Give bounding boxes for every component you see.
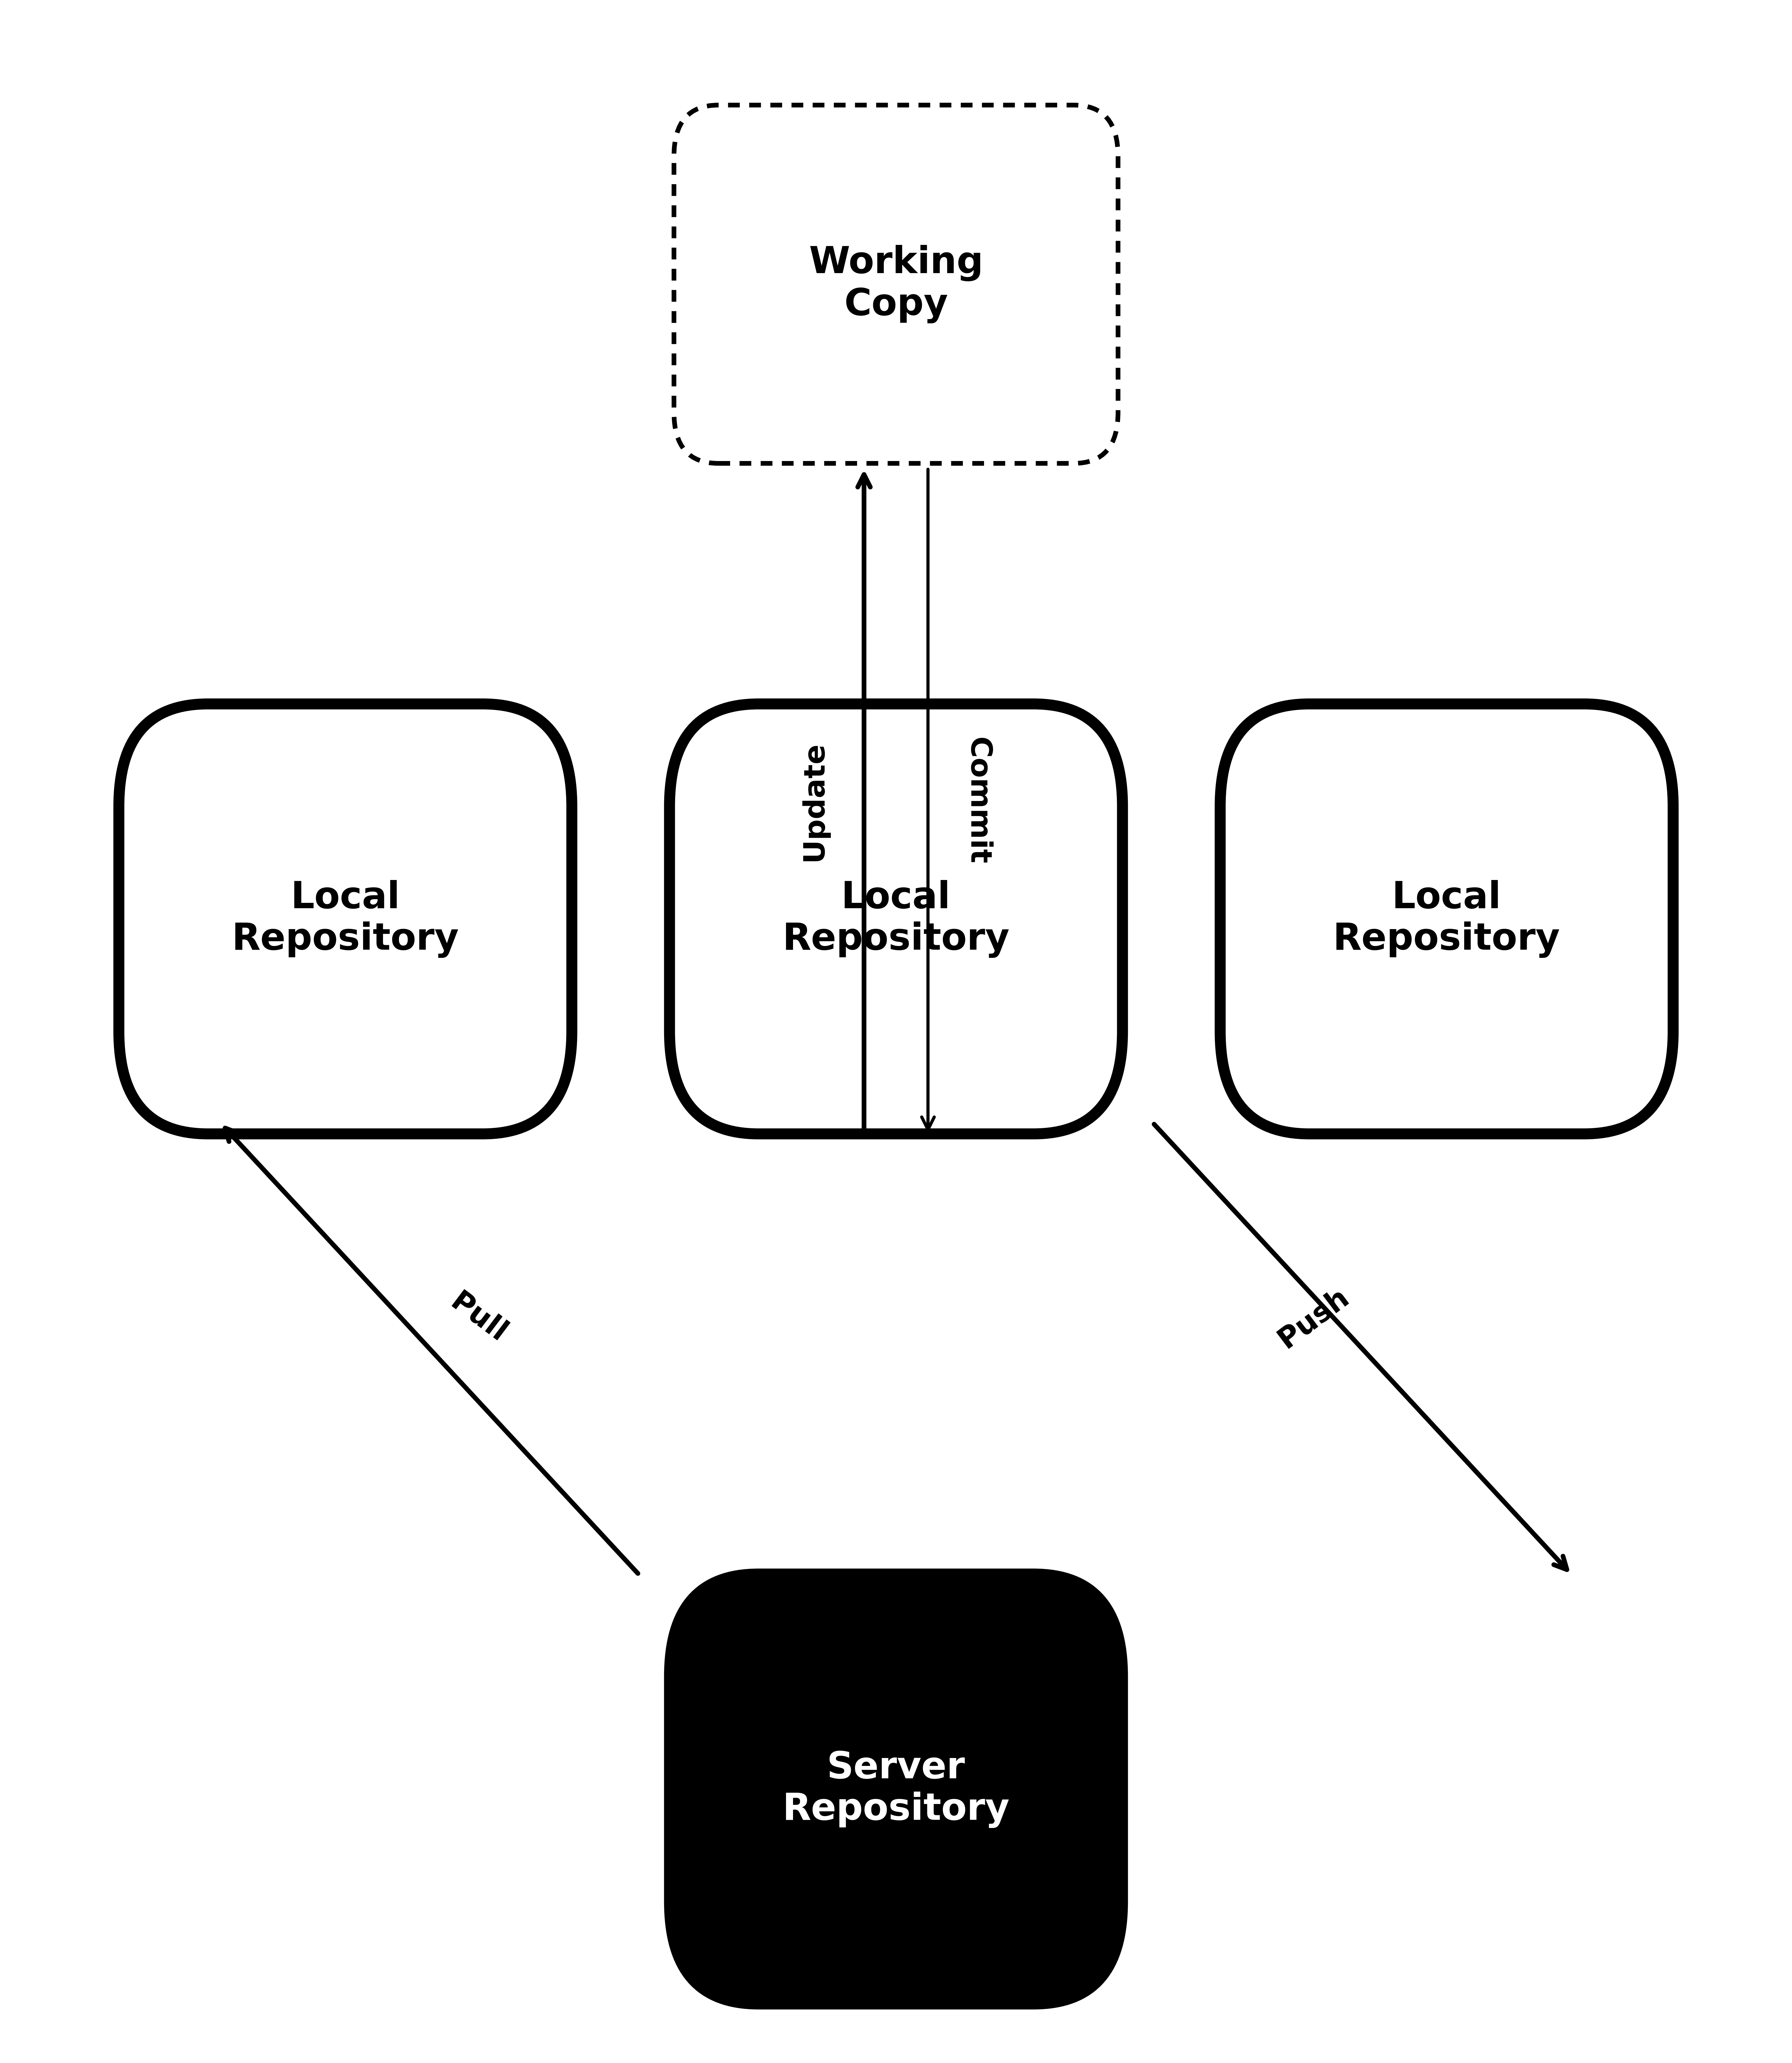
Text: Pull: Pull [444, 1287, 513, 1349]
Text: Local
Repository: Local Repository [231, 881, 459, 957]
FancyBboxPatch shape [1220, 703, 1674, 1135]
Text: Push: Push [1272, 1283, 1355, 1353]
Text: Server
Repository: Server Repository [783, 1749, 1009, 1828]
Text: Local
Repository: Local Repository [783, 881, 1009, 957]
FancyBboxPatch shape [118, 703, 572, 1135]
FancyBboxPatch shape [670, 1574, 1122, 2003]
FancyBboxPatch shape [670, 703, 1122, 1135]
Text: Commit: Commit [964, 739, 993, 864]
FancyBboxPatch shape [674, 105, 1118, 464]
Text: Local
Repository: Local Repository [1333, 881, 1561, 957]
Text: Update: Update [799, 741, 828, 860]
Text: Working
Copy: Working Copy [808, 245, 984, 324]
